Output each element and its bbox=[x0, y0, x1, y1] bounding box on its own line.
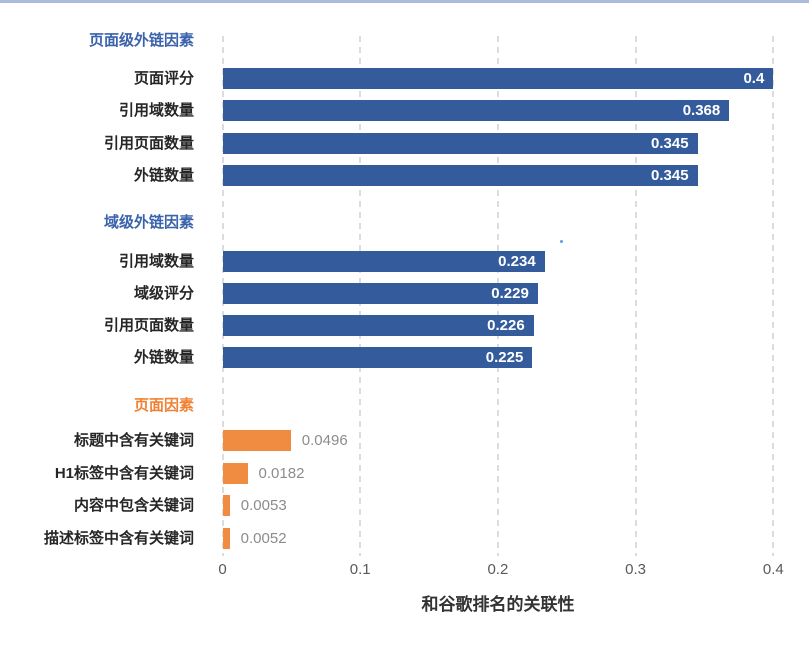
row-label: 描述标签中含有关键词 bbox=[43, 529, 194, 547]
bar bbox=[222, 495, 230, 516]
x-tick-0.1: 0.1 bbox=[349, 561, 371, 578]
row-label: 外链数量 bbox=[133, 348, 194, 366]
bar-with-value: 0.345 bbox=[222, 164, 698, 186]
row-label: 页面评分 bbox=[133, 70, 194, 87]
bar-value: 0.0053 bbox=[240, 497, 287, 514]
bar-with-value: 0.225 bbox=[222, 346, 533, 368]
group-header: 页面级外链因素 bbox=[88, 32, 194, 49]
bar-with-value: 0.226 bbox=[222, 314, 534, 336]
bar-value: 0.0052 bbox=[240, 529, 287, 547]
gridline-0.4 bbox=[772, 36, 775, 556]
x-axis-title: 和谷歌排名的关联性 bbox=[421, 595, 575, 614]
row-label: 引用域数量 bbox=[118, 252, 194, 270]
top-accent-line bbox=[0, 0, 809, 3]
bar-with-value: 0.234 bbox=[222, 250, 545, 272]
group-header: 域级外链因素 bbox=[103, 214, 194, 231]
bar-with-value: 0.368 bbox=[222, 100, 730, 122]
x-tick-0.3: 0.3 bbox=[625, 561, 647, 578]
bar bbox=[222, 430, 291, 451]
bar-with-value: 0.229 bbox=[222, 282, 538, 304]
bar-with-value: 0.4 bbox=[222, 68, 774, 89]
bar bbox=[222, 527, 230, 549]
row-label: 外链数量 bbox=[133, 166, 194, 184]
row-label: 引用页面数量 bbox=[103, 134, 194, 152]
row-label: H1标签中含有关键词 bbox=[54, 464, 194, 482]
row-label: 内容中包含关键词 bbox=[73, 497, 194, 514]
stray-marker-dot bbox=[560, 240, 563, 243]
bar-with-value: 0.345 bbox=[222, 132, 698, 154]
x-tick-0.2: 0.2 bbox=[487, 561, 509, 578]
bar bbox=[222, 462, 248, 484]
bar-value: 0.0496 bbox=[301, 432, 348, 449]
gridline-0.3 bbox=[634, 36, 637, 556]
row-label: 标题中含有关键词 bbox=[73, 432, 194, 449]
row-label: 域级评分 bbox=[133, 284, 194, 302]
x-tick-0.4: 0.4 bbox=[762, 561, 784, 578]
x-tick-0: 0 bbox=[218, 561, 227, 578]
row-label: 引用域数量 bbox=[118, 102, 194, 120]
row-label: 引用页面数量 bbox=[103, 316, 194, 334]
bar-value: 0.0182 bbox=[258, 464, 305, 482]
group-header: 页面因素 bbox=[133, 397, 194, 414]
